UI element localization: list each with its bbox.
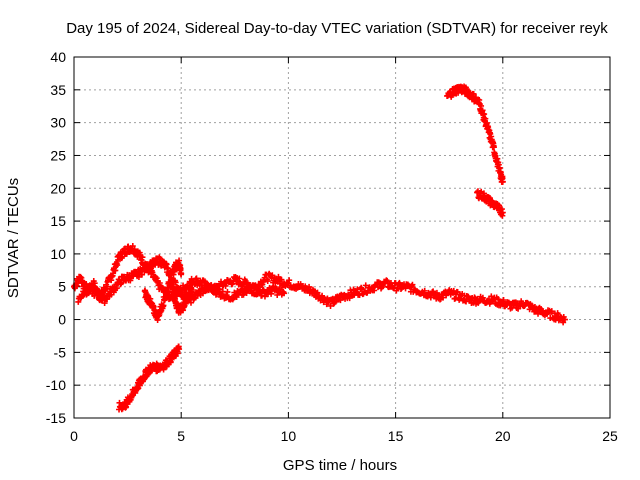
- data-point: [499, 209, 506, 216]
- data-point: [481, 111, 488, 118]
- y-tick-label: 40: [50, 49, 66, 65]
- data-point: [73, 282, 80, 289]
- x-tick-label: 10: [281, 428, 297, 444]
- y-tick-label: 5: [58, 279, 66, 295]
- data-point: [286, 277, 293, 284]
- x-tick-label: 20: [495, 428, 511, 444]
- data-point: [163, 261, 170, 268]
- data-point: [450, 287, 457, 294]
- data-point: [118, 280, 125, 287]
- data-points: [71, 83, 568, 413]
- data-point: [482, 115, 489, 122]
- data-point: [252, 284, 259, 291]
- data-point: [174, 350, 181, 357]
- data-point: [178, 270, 185, 277]
- data-point: [129, 242, 136, 249]
- data-point: [114, 262, 121, 269]
- data-point: [203, 287, 210, 294]
- data-point: [96, 290, 103, 297]
- y-tick-label: 25: [50, 147, 66, 163]
- y-tick-label: -5: [54, 344, 67, 360]
- data-point: [561, 316, 568, 323]
- data-point: [78, 274, 85, 281]
- data-point: [495, 296, 502, 303]
- data-point: [188, 287, 195, 294]
- data-point: [478, 102, 485, 109]
- x-tick-label: 25: [602, 428, 618, 444]
- data-point: [409, 281, 416, 288]
- data-point: [168, 276, 175, 283]
- data-point: [281, 290, 288, 297]
- y-tick-label: 20: [50, 180, 66, 196]
- y-tick-label: -10: [46, 377, 66, 393]
- y-tick-label: 0: [58, 312, 66, 328]
- data-point: [178, 286, 185, 293]
- data-point: [498, 206, 505, 213]
- series-arc-near-hour-4-5: [169, 283, 195, 316]
- data-point: [176, 346, 183, 353]
- data-point: [224, 288, 231, 295]
- data-point: [160, 302, 167, 309]
- data-point: [269, 272, 276, 279]
- data-point: [499, 178, 506, 185]
- x-tick-label: 0: [70, 428, 78, 444]
- data-point: [210, 283, 217, 290]
- x-tick-label: 15: [388, 428, 404, 444]
- series-main-band: [71, 242, 568, 326]
- data-point: [494, 155, 501, 162]
- y-tick-label: 15: [50, 213, 66, 229]
- chart-title: Day 195 of 2024, Sidereal Day-to-day VTE…: [66, 20, 608, 37]
- series-mid-branch: [474, 188, 506, 219]
- y-tick-label: 30: [50, 115, 66, 131]
- data-point: [470, 91, 477, 98]
- x-tick-label: 5: [177, 428, 185, 444]
- data-point: [548, 308, 555, 315]
- data-point: [327, 302, 334, 309]
- data-point: [463, 298, 470, 305]
- data-point: [113, 285, 120, 292]
- y-tick-label: 35: [50, 82, 66, 98]
- data-point: [314, 289, 321, 296]
- data-point: [278, 276, 285, 283]
- series-negative-branch: [116, 343, 183, 413]
- grid-lines: [74, 57, 610, 418]
- data-point: [306, 283, 313, 290]
- x-axis-label: GPS time / hours: [283, 457, 397, 474]
- data-point: [356, 292, 363, 299]
- data-point: [362, 282, 369, 289]
- data-point: [337, 297, 344, 304]
- data-point: [500, 297, 507, 304]
- series-arc-near-hour-3-4: [141, 257, 185, 324]
- series-high-branch: [444, 83, 506, 185]
- axis-ticks: 0 5 10 15 20 25 -15 -10 -5 0 5 10 15 20 25 30 35 40: [46, 49, 618, 444]
- data-point: [139, 254, 146, 261]
- plot-frame: [73, 56, 611, 419]
- data-point: [230, 295, 237, 302]
- data-point: [490, 144, 497, 151]
- data-point: [264, 278, 271, 285]
- y-tick-label: -15: [46, 410, 66, 426]
- data-point: [233, 294, 240, 301]
- series-secondary-band: [75, 254, 288, 307]
- data-point: [165, 288, 172, 295]
- y-tick-label: 10: [50, 246, 66, 262]
- y-axis-label: SDTVAR / TECUs: [5, 178, 22, 298]
